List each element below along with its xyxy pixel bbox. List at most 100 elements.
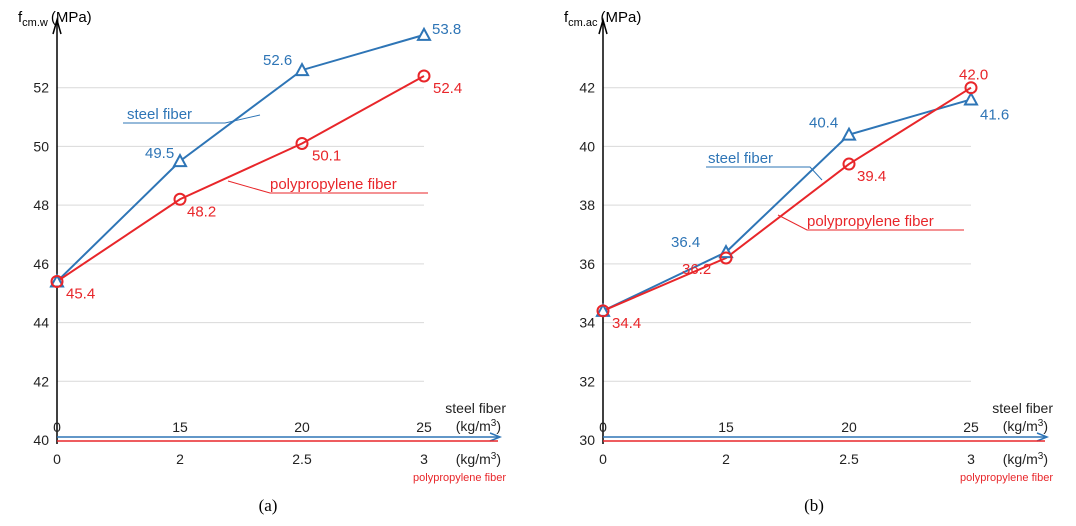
series-name-pp: polypropylene fiber: [807, 213, 934, 230]
y-tick-label: 30: [579, 432, 595, 448]
x-tick-pp: 3: [967, 451, 975, 467]
y-axis-arrow: [52, 17, 62, 35]
data-point-steel: [841, 126, 857, 141]
series-line-steel: [56, 33, 425, 283]
x-tick-pp: 3: [420, 451, 428, 467]
x-axis-unit-steel: (kg/m3): [1003, 418, 1048, 434]
x-tick-pp: 0: [599, 451, 607, 467]
y-tick-label: 40: [33, 432, 49, 448]
x-tick-pp: 2.5: [292, 451, 312, 467]
y-tick-label: 36: [579, 256, 595, 272]
y-tick-label: 40: [579, 138, 595, 154]
y-axis-label: fcm.ac (MPa): [564, 9, 641, 29]
data-point-pp: [50, 274, 64, 288]
x-axis-label-pp: polypropylene fiber: [960, 472, 1053, 484]
x-tick-steel: 20: [841, 419, 857, 435]
data-point-steel: [172, 153, 188, 168]
x-axis-unit-steel: (kg/m3): [456, 418, 501, 434]
panel-caption: (b): [804, 496, 824, 515]
x-axis-steel-arrow: [489, 432, 503, 442]
series-name-steel: steel fiber: [127, 106, 192, 123]
series-name-pp-leader: [227, 180, 428, 194]
y-axis-arrow: [598, 17, 608, 35]
chart-panel-b: 30 32 34 36 38 40 42 fcm.ac (MPa) 0 15 20 25 0 2 2.5 3 st…: [564, 9, 1053, 515]
series-name-pp: polypropylene fiber: [270, 176, 397, 193]
x-tick-steel: 20: [294, 419, 310, 435]
data-label-pp: 50.1: [312, 147, 341, 164]
series-line-pp: [56, 75, 425, 283]
data-label-pp: 45.4: [66, 285, 95, 302]
y-axis-label-main: f: [18, 9, 23, 26]
panel-caption: (a): [259, 496, 278, 515]
y-axis-label-unit: (MPa): [601, 9, 642, 26]
data-point-steel: [294, 62, 310, 77]
data-point-pp: [173, 192, 187, 206]
x-axis-unit-pp: (kg/m3): [1003, 451, 1048, 467]
x-axis-unit-steel-text: (kg/m: [1003, 418, 1038, 434]
x-tick-pp: 2: [176, 451, 184, 467]
data-point-pp: [842, 157, 856, 171]
x-axis-unit-pp-text: (kg/m: [1003, 451, 1038, 467]
x-axis-unit-steel-exp: 3: [491, 418, 497, 429]
data-point-pp: [719, 251, 733, 265]
y-tick-label: 34: [579, 315, 595, 331]
series-name-steel-leader: [706, 166, 823, 181]
data-point-steel: [416, 26, 432, 41]
data-point-pp: [417, 69, 431, 83]
data-label-steel: 41.6: [980, 106, 1009, 123]
series-line-steel: [602, 98, 972, 312]
y-axis-label-sub: cm.w: [22, 17, 48, 29]
x-axis-unit-pp: (kg/m3): [456, 451, 501, 467]
y-tick-label: 52: [33, 80, 49, 96]
data-label-pp: 39.4: [857, 168, 886, 185]
y-tick-label: 50: [33, 138, 49, 154]
x-axis-steel-arrow: [1036, 432, 1050, 442]
x-tick-steel: 0: [599, 419, 607, 435]
x-axis-unit-pp-text: (kg/m: [456, 451, 491, 467]
y-tick-label: 42: [579, 80, 595, 96]
data-point-pp: [596, 304, 610, 318]
x-axis-unit-steel-close: ): [496, 418, 501, 434]
x-axis-unit-pp-close: ): [496, 451, 501, 467]
y-tick-label: 44: [33, 315, 49, 331]
x-axis-unit-pp-close: ): [1043, 451, 1048, 467]
x-tick-steel: 25: [963, 419, 979, 435]
data-label-pp: 48.2: [187, 203, 216, 220]
data-label-pp: 52.4: [433, 80, 462, 97]
x-tick-steel: 25: [416, 419, 432, 435]
data-point-steel: [963, 91, 979, 106]
y-axis-label-main: f: [564, 9, 569, 26]
series-line-pp: [602, 86, 972, 312]
data-label-pp: 42.0: [959, 67, 988, 84]
data-label-pp: 36.2: [682, 261, 711, 278]
y-tick-label: 42: [33, 373, 49, 389]
y-tick-label: 38: [579, 197, 595, 213]
x-tick-steel: 0: [53, 419, 61, 435]
data-label-steel: 52.6: [263, 52, 292, 69]
series-name-pp-leader: [777, 214, 964, 231]
y-axis-label-unit: (MPa): [51, 9, 92, 26]
data-point-pp: [964, 81, 978, 95]
y-tick-label: 32: [579, 373, 595, 389]
x-tick-pp: 0: [53, 451, 61, 467]
series-name-steel: steel fiber: [708, 150, 773, 167]
x-axis-label-steel: steel fiber: [992, 400, 1053, 416]
series-name-steel-leader: [123, 114, 261, 124]
x-axis-unit-steel-exp: 3: [1038, 418, 1044, 429]
x-axis-unit-pp-exp: 3: [1038, 451, 1044, 462]
x-axis-label-steel: steel fiber: [445, 400, 506, 416]
x-axis-unit-steel-text: (kg/m: [456, 418, 491, 434]
x-tick-pp: 2: [722, 451, 730, 467]
chart-panel-a: 40 42 44 46 48 50 52 fcm.w (MPa) 0 15 20 25 0 2 2.5 3 ste…: [18, 9, 506, 515]
data-label-steel: 49.5: [145, 145, 174, 162]
data-label-steel: 40.4: [809, 115, 838, 132]
data-label-steel: 53.8: [432, 21, 461, 38]
x-tick-steel: 15: [718, 419, 734, 435]
data-label-pp: 34.4: [612, 315, 641, 332]
x-axis-label-pp: polypropylene fiber: [413, 472, 506, 484]
y-axis-label: fcm.w (MPa): [18, 9, 92, 29]
y-axis-label-sub: cm.ac: [568, 17, 598, 29]
data-label-steel: 36.4: [671, 234, 700, 251]
x-tick-steel: 15: [172, 419, 188, 435]
